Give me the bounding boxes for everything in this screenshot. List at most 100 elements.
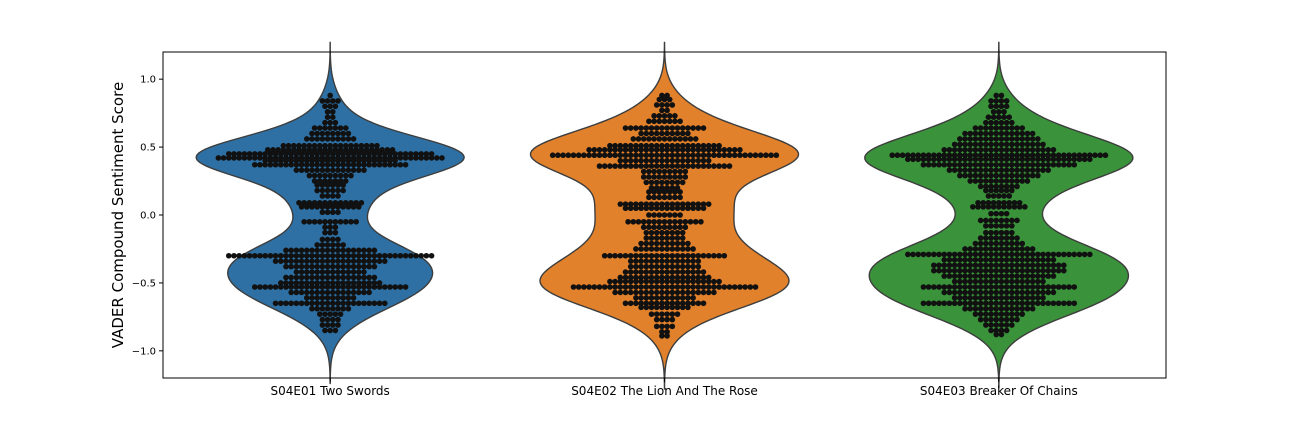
swarm-point — [672, 224, 678, 231]
swarm-point — [643, 142, 650, 149]
swarm-point — [925, 251, 932, 258]
swarm-point — [674, 152, 681, 159]
swarm-point — [998, 235, 1005, 241]
swarm-point — [332, 142, 339, 149]
swarm-point — [980, 199, 987, 206]
swarm-point — [962, 289, 968, 296]
swarm-point — [669, 235, 676, 241]
swarm-point — [967, 172, 974, 179]
swarm-point — [340, 157, 346, 164]
swarm-point — [985, 199, 992, 206]
swarm-point — [643, 289, 650, 296]
swarm-point — [355, 247, 362, 254]
swarm-point — [653, 185, 660, 191]
swarm-point — [387, 157, 393, 164]
swarm-point — [607, 152, 613, 159]
swarm-point — [677, 194, 683, 201]
swarm-point — [962, 267, 968, 274]
swarm-point — [983, 141, 989, 148]
swarm-point — [617, 252, 624, 259]
swarm-point — [711, 147, 717, 153]
swarm-point — [361, 252, 367, 259]
swarm-point — [1066, 300, 1072, 307]
swarm-point — [972, 289, 979, 296]
swarm-point — [1035, 273, 1041, 279]
swarm-point — [685, 289, 691, 296]
swarm-point — [977, 262, 984, 269]
swarm-point — [705, 278, 712, 285]
swarm-point — [998, 262, 1005, 269]
swarm-point — [1061, 267, 1067, 274]
swarm-point — [1009, 246, 1015, 252]
swarm-point — [270, 147, 276, 153]
swarm-point — [664, 316, 670, 323]
swarm-point — [993, 316, 1000, 323]
swarm-point — [656, 118, 663, 125]
swarm-point — [617, 284, 624, 290]
swarm-point — [329, 305, 336, 312]
swarm-point — [1014, 246, 1020, 252]
swarm-point — [627, 284, 634, 290]
swarm-point — [946, 289, 953, 296]
swarm-point — [298, 157, 305, 164]
swarm-point — [669, 258, 676, 264]
swarm-point — [309, 263, 315, 270]
swarm-point — [1001, 108, 1007, 115]
swarm-point — [363, 147, 370, 153]
swarm-point — [661, 224, 668, 231]
swarm-point — [659, 130, 665, 137]
swarm-point — [679, 289, 686, 296]
swarm-point — [967, 251, 974, 258]
swarm-point — [638, 205, 644, 212]
swarm-point — [664, 142, 670, 149]
swarm-point — [298, 300, 305, 307]
swarm-point — [983, 257, 989, 263]
swarm-point — [669, 142, 676, 149]
swarm-point — [601, 284, 608, 290]
swarm-point — [951, 251, 958, 258]
swarm-point — [931, 300, 937, 307]
swarm-point — [314, 274, 320, 281]
swarm-point — [617, 163, 624, 169]
swarm-point — [1061, 161, 1067, 168]
swarm-point — [1019, 311, 1026, 317]
swarm-point — [674, 125, 681, 131]
swarm-point — [656, 168, 663, 175]
swarm-point — [931, 284, 937, 290]
swarm-point — [1097, 152, 1104, 159]
swarm-point — [931, 262, 937, 269]
swarm-point — [659, 240, 665, 247]
swarm-point — [348, 172, 354, 179]
swarm-point — [342, 142, 349, 149]
swarm-point — [648, 263, 655, 270]
swarm-point — [1029, 246, 1036, 252]
y-axis-label: VADER Compound Sentiment Score — [109, 82, 127, 348]
swarm-point — [659, 263, 665, 270]
swarm-point — [1076, 156, 1083, 163]
swarm-point — [664, 102, 670, 108]
swarm-point — [643, 246, 650, 252]
swarm-point — [361, 289, 367, 296]
swarm-point — [283, 161, 289, 168]
swarm-point — [967, 305, 974, 312]
swarm-point — [332, 224, 339, 231]
swarm-point — [337, 178, 344, 184]
swarm-point — [977, 240, 984, 247]
swarm-point — [638, 284, 644, 290]
swarm-point — [355, 258, 362, 264]
swarm-point — [277, 151, 284, 157]
swarm-point — [337, 125, 344, 131]
swarm-point — [648, 163, 655, 169]
swarm-point — [633, 284, 639, 290]
swarm-point — [329, 269, 336, 275]
swarm-point — [993, 289, 1000, 296]
swarm-point — [674, 157, 681, 164]
swarm-point — [925, 284, 932, 290]
swarm-point — [627, 269, 634, 275]
swarm-point — [407, 252, 414, 259]
swarm-point — [272, 151, 279, 157]
swarm-point — [1009, 183, 1015, 190]
swarm-point — [617, 157, 624, 164]
swarm-point — [350, 247, 357, 254]
swarm-point — [288, 157, 294, 164]
